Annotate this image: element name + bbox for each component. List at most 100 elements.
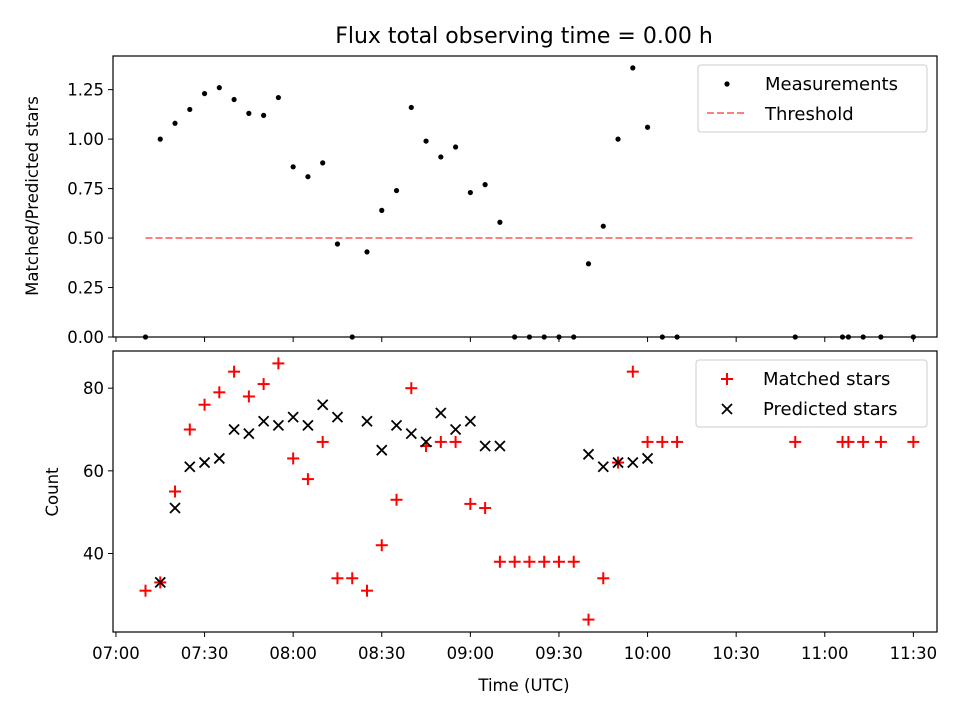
measurement-point [630, 65, 636, 71]
measurement-point [334, 241, 341, 247]
bottom-plot-frame [112, 350, 938, 633]
predicted-star-point [228, 423, 240, 436]
measurement-point [305, 174, 311, 180]
measurement-point [172, 120, 178, 126]
top-y-axis-label: Matched/Predicted stars [23, 96, 42, 296]
measurement-point [379, 207, 385, 213]
matched-star-point [552, 555, 565, 568]
matched-star-point [907, 435, 920, 448]
predicted-star-point [213, 452, 225, 465]
predicted-star-point [405, 428, 417, 440]
bottom-legend-frame [695, 359, 928, 428]
predicted-star-stroke [464, 415, 476, 427]
predicted-star-point [464, 415, 476, 427]
top-panel: 0.00 0.25 0.50 0.75 1.00 1.25 Matched/Predict… [23, 55, 938, 347]
matched-star-point [671, 435, 684, 448]
predicted-star-stroke [198, 456, 211, 469]
measurement-point [320, 160, 326, 166]
predicted-star-stroke [228, 423, 240, 436]
bottom-x-axis: 07:00 07:30 08:00 08:30 09:00 09:30 10:00 10:30… [92, 632, 937, 663]
measurement-point [364, 249, 370, 255]
predicted-star-stroke [597, 461, 609, 473]
measurement-point [187, 106, 193, 113]
measurement-point [792, 334, 798, 340]
predicted-star-point [317, 399, 329, 411]
measurement-point [452, 144, 459, 150]
measurement-point [878, 334, 884, 340]
predicted-star-point [287, 411, 299, 423]
x-tick-label: 09:30 [535, 644, 583, 663]
legend-matched-label: Matched stars [763, 369, 890, 390]
x-tick-label: 10:30 [712, 644, 760, 663]
x-tick-label: 10:00 [624, 644, 672, 663]
top-y-tick-label: 1.25 [67, 81, 104, 100]
matched-star-point [198, 398, 211, 411]
predicted-star-stroke [331, 411, 344, 423]
predicted-star-stroke [612, 456, 624, 469]
matched-star-point [390, 493, 403, 506]
bottom-panel: 40 60 80 07:00 07:30 08:00 08:30 09:00 09:30 10:… [43, 350, 938, 695]
matched-star-point [405, 382, 418, 395]
predicted-star-stroke [582, 448, 595, 460]
bottom-y-axis: 40 60 80 [83, 379, 113, 563]
predicted-star-stroke [302, 419, 314, 432]
matched-star-point [464, 497, 477, 510]
top-y-tick-label: 1.00 [67, 130, 104, 149]
top-plot-frame [112, 55, 938, 338]
legend-matched-marker [721, 373, 733, 385]
predicted-star-stroke [641, 452, 654, 465]
x-tick-label: 09:00 [447, 644, 495, 663]
matched-star-point [287, 452, 300, 465]
matched-star-point [789, 435, 802, 448]
top-legend-frame [697, 64, 928, 133]
legend-predicted-marker [721, 403, 733, 415]
matched-star-point [597, 572, 610, 585]
bottom-legend: Matched stars Predicted stars [695, 359, 928, 428]
measurement-point [845, 334, 851, 340]
bottom-y-tick-label: 40 [83, 544, 104, 563]
bottom-y-tick-label: 60 [83, 462, 104, 481]
x-tick-label: 11:00 [801, 644, 849, 663]
predicted-star-stroke [169, 502, 181, 514]
measurement-point [497, 219, 503, 225]
matched-star-point [449, 435, 462, 448]
predicted-star-point [376, 444, 388, 456]
matched-star-point [183, 423, 196, 436]
top-data-marks [142, 65, 916, 340]
x-tick-label: 07:30 [181, 644, 229, 663]
measurement-point [839, 334, 846, 340]
matched-star-point [582, 613, 595, 626]
measurement-point [423, 138, 429, 144]
measurement-point [615, 136, 621, 142]
matched-star-point [523, 555, 536, 568]
measurement-point [600, 223, 606, 229]
legend-threshold-label: Threshold [764, 104, 854, 125]
measurement-point [556, 334, 562, 340]
predicted-star-point [331, 411, 344, 423]
matched-star-point [626, 365, 639, 378]
measurement-point [261, 112, 267, 118]
measurement-point [157, 136, 163, 142]
matched-star-point [857, 435, 870, 448]
measurement-point [231, 96, 237, 103]
measurement-point [216, 85, 222, 91]
matched-star-point [331, 572, 344, 585]
matched-star-point [493, 555, 506, 568]
predicted-star-stroke [435, 407, 447, 419]
measurement-point [290, 164, 296, 170]
predicted-star-point [198, 456, 211, 469]
predicted-star-point [494, 440, 506, 452]
predicted-star-point [302, 419, 314, 432]
bottom-data-marks [139, 357, 920, 626]
matched-star-point [874, 435, 887, 448]
matched-star-point [538, 555, 551, 568]
predicted-star-point [449, 423, 462, 436]
predicted-star-point [257, 415, 270, 427]
predicted-star-stroke [154, 576, 166, 589]
predicted-star-stroke [317, 399, 329, 411]
predicted-star-point [154, 576, 166, 589]
measurement-point [201, 90, 208, 97]
predicted-star-stroke [184, 461, 196, 473]
predicted-star-stroke [257, 415, 270, 427]
